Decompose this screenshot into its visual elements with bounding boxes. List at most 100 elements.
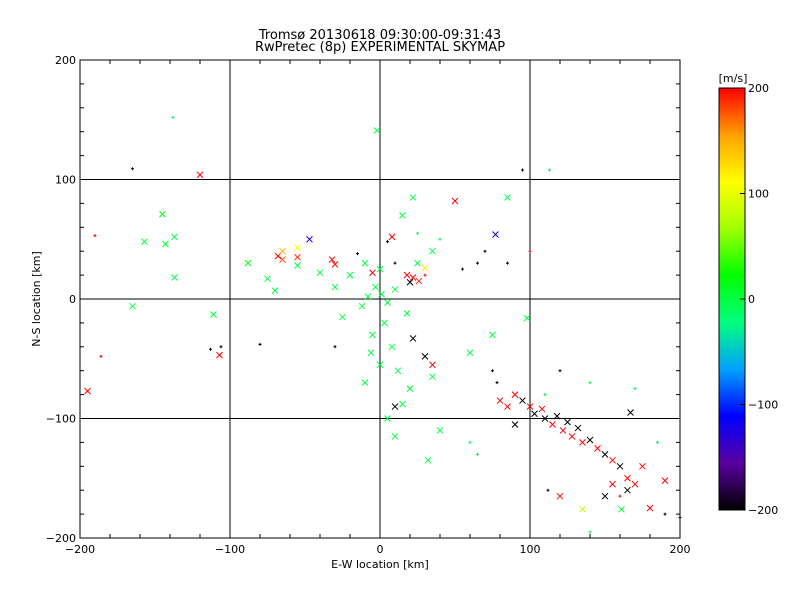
x-tick-label: −100 [215, 543, 245, 556]
data-point-plus [483, 249, 487, 253]
data-point-x [421, 264, 429, 272]
data-point-plus [131, 167, 134, 171]
data-point-x [271, 287, 279, 294]
data-point-x [316, 269, 324, 277]
data-point-plus [656, 440, 659, 444]
data-point-x [84, 387, 91, 395]
data-point-x [504, 403, 511, 410]
data-point-plus [93, 234, 97, 238]
data-point-x [601, 450, 609, 458]
y-ticks: −200 −100 0 100 200 [46, 54, 76, 545]
x-tick-label: 200 [670, 543, 691, 556]
data-point-x [328, 256, 336, 263]
data-point-plus [333, 345, 337, 349]
data-point-x [511, 421, 519, 428]
data-point-plus [588, 530, 592, 534]
y-tick-label: 100 [55, 174, 76, 187]
data-point-x [399, 211, 406, 219]
data-point-plus [99, 354, 103, 358]
data-point-plus [506, 261, 509, 265]
data-point-plus [356, 252, 359, 256]
data-point-x [294, 262, 301, 269]
y-tick-label: −100 [46, 413, 76, 426]
data-point-x [429, 361, 436, 369]
data-point-x [367, 349, 375, 357]
data-point-plus [633, 387, 637, 391]
colorbar-tick-label: −200 [748, 504, 778, 517]
data-point-x [409, 194, 417, 201]
data-point-x [414, 259, 421, 267]
data-point-x [429, 247, 436, 255]
data-point-x [141, 238, 148, 245]
data-point-x [504, 194, 511, 201]
data-point-x [436, 427, 444, 434]
data-point-plus [461, 267, 464, 271]
data-point-plus [663, 512, 667, 516]
data-point-x [574, 424, 582, 432]
data-point-x [162, 240, 169, 248]
data-point-x [451, 197, 459, 205]
data-point-x [639, 462, 646, 470]
data-point-plus [476, 452, 479, 456]
chart-title: Tromsø 20130618 09:30:00-09:31:43 [258, 28, 501, 43]
data-point-x [553, 412, 561, 420]
data-point-plus [618, 494, 622, 498]
data-point-x [358, 302, 366, 310]
colorbar-tick-label: −100 [748, 399, 778, 412]
data-point-plus [588, 381, 592, 385]
data-point-x [373, 127, 381, 134]
data-point-x [549, 421, 556, 428]
data-point-x [339, 313, 346, 321]
data-point-plus [393, 261, 397, 265]
data-point-x [526, 403, 534, 410]
data-point-x [421, 353, 429, 360]
data-point-x [624, 486, 631, 494]
data-point-x [384, 299, 391, 306]
data-point-x [399, 400, 406, 408]
data-point-x [171, 233, 178, 241]
data-point-x [361, 259, 369, 267]
data-point-x [523, 314, 531, 322]
data-point-x [364, 293, 372, 300]
data-point-x [541, 415, 549, 422]
data-point-x [564, 418, 571, 426]
data-point-x [618, 505, 625, 513]
data-points [84, 115, 682, 534]
colorbar-label: [m/s] [719, 72, 748, 85]
y-tick-label: 0 [69, 293, 76, 306]
data-point-x [424, 456, 432, 464]
data-point-x [661, 477, 669, 484]
data-point-x [376, 265, 384, 273]
colorbar-tick-label: 0 [748, 293, 755, 306]
data-point-x [210, 311, 217, 318]
data-point-x [466, 349, 474, 357]
data-point-x [361, 379, 369, 387]
data-point-x [531, 410, 538, 418]
data-point-x [568, 433, 576, 440]
data-point-x [496, 397, 504, 404]
data-point-x [279, 247, 286, 255]
data-point-x [129, 302, 136, 310]
data-point-x [409, 274, 417, 281]
x-tick-label: 100 [520, 543, 541, 556]
data-point-x [196, 171, 204, 179]
data-point-x [594, 445, 601, 452]
data-point-x [586, 436, 594, 444]
data-point-x [538, 405, 546, 413]
data-point-x [264, 275, 271, 283]
data-point-x [556, 492, 564, 500]
data-point-x [409, 335, 417, 342]
data-point-plus [219, 345, 223, 349]
colorbar-tick-label: 100 [748, 188, 769, 201]
data-point-x [331, 260, 339, 268]
data-point-x [378, 290, 385, 298]
data-point-x [306, 235, 313, 243]
x-tick-label: 0 [377, 543, 384, 556]
data-point-x [391, 403, 399, 410]
data-point-x [511, 391, 519, 398]
chart-subtitle: RwPretec (8p) EXPERIMENTAL SKYMAP [255, 40, 505, 55]
data-point-x [159, 210, 166, 218]
data-point-plus [209, 347, 212, 351]
data-point-x [384, 415, 391, 422]
